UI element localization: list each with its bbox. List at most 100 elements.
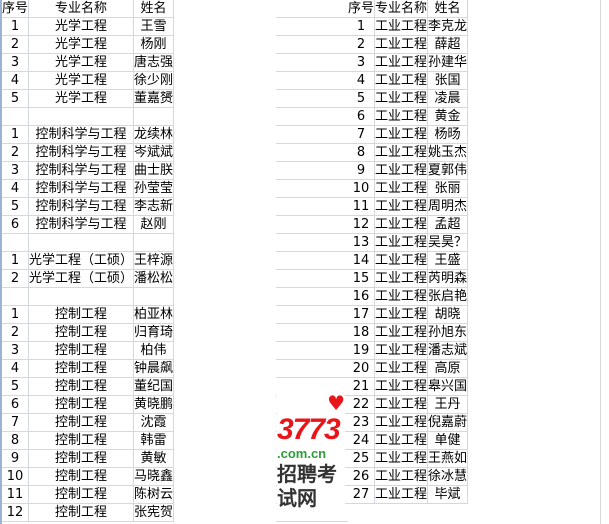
cell-no[interactable]: 10 [2,467,30,486]
cell-major[interactable] [28,107,135,126]
cell-major[interactable]: 工业工程 [374,305,429,324]
cell-major[interactable]: 工业工程 [374,35,429,54]
cell-no[interactable]: 6 [2,215,30,234]
cell-name[interactable]: 皋兴国 [427,377,469,396]
cell-no[interactable]: 1 [2,305,30,324]
cell-name[interactable]: 潘志斌 [427,341,469,360]
cell-major[interactable] [28,233,135,252]
cell-name[interactable]: 周明杰 [427,197,469,216]
cell-name[interactable]: 李克龙 [427,17,469,36]
cell-name[interactable]: 归育琦 [133,323,175,342]
cell-name[interactable]: 毕斌 [427,485,469,504]
cell-no[interactable]: 5 [2,377,30,396]
cell-no[interactable]: 20 [348,359,376,378]
cell-major[interactable]: 工业工程 [374,197,429,216]
header-major[interactable]: 专业名称 [374,0,429,18]
header-no[interactable]: 序号 [2,0,30,18]
cell-no[interactable]: 2 [348,35,376,54]
cell-major[interactable]: 光学工程 [28,89,135,108]
cell-no[interactable]: 11 [2,485,30,504]
cell-name[interactable]: 王梓源 [133,251,175,270]
cell-no[interactable]: 24 [348,431,376,450]
cell-name[interactable]: 龙续林 [133,125,175,144]
cell-no[interactable]: 2 [2,35,30,54]
cell-name[interactable]: 王盛 [427,251,469,270]
cell-name[interactable] [133,107,175,126]
cell-name[interactable]: 薛超 [427,35,469,54]
cell-name[interactable]: 唐志强 [133,53,175,72]
cell-name[interactable]: 王丹 [427,395,469,414]
cell-name[interactable]: 岑斌斌 [133,143,175,162]
cell-no[interactable]: 1 [348,17,376,36]
cell-no[interactable]: 9 [348,161,376,180]
cell-major[interactable]: 控制工程 [28,323,135,342]
cell-major[interactable]: 光学工程（工硕） [28,269,135,288]
cell-no[interactable] [2,233,30,252]
cell-major[interactable]: 工业工程 [374,179,429,198]
cell-no[interactable]: 7 [348,125,376,144]
cell-name[interactable]: 张丽 [427,179,469,198]
cell-name[interactable]: 孙旭东 [427,323,469,342]
cell-name[interactable] [133,233,175,252]
cell-name[interactable]: 黄敏 [133,449,175,468]
cell-major[interactable]: 工业工程 [374,449,429,468]
cell-name[interactable]: 李志新 [133,197,175,216]
cell-no[interactable] [2,287,30,306]
cell-major[interactable]: 控制工程 [28,377,135,396]
cell-no[interactable]: 2 [2,143,30,162]
cell-no[interactable]: 3 [2,341,30,360]
cell-no[interactable]: 3 [348,53,376,72]
cell-name[interactable]: 马晓鑫 [133,467,175,486]
cell-major[interactable]: 控制工程 [28,485,135,504]
cell-name[interactable]: 董纪国 [133,377,175,396]
cell-no[interactable]: 7 [2,413,30,432]
cell-major[interactable]: 工业工程 [374,53,429,72]
cell-no[interactable]: 12 [348,215,376,234]
cell-major[interactable]: 工业工程 [374,269,429,288]
cell-name[interactable]: 孙莹莹 [133,179,175,198]
cell-major[interactable]: 控制科学与工程 [28,215,135,234]
cell-name[interactable]: 柏亚林 [133,305,175,324]
cell-no[interactable]: 5 [2,197,30,216]
cell-no[interactable]: 25 [348,449,376,468]
cell-name[interactable]: 黄金 [427,107,469,126]
cell-name[interactable]: 张启艳 [427,287,469,306]
cell-major[interactable]: 光学工程 [28,71,135,90]
cell-name[interactable]: 孙建华 [427,53,469,72]
cell-no[interactable]: 23 [348,413,376,432]
header-major[interactable]: 专业名称 [28,0,135,18]
cell-no[interactable]: 5 [2,89,30,108]
cell-name[interactable]: 曲士朕 [133,161,175,180]
cell-name[interactable]: 张国 [427,71,469,90]
cell-name[interactable]: 王雪 [133,17,175,36]
cell-name[interactable]: 吴昊？ [427,233,469,252]
cell-major[interactable]: 工业工程 [374,485,429,504]
cell-major[interactable]: 光学工程 [28,35,135,54]
cell-no[interactable]: 17 [348,305,376,324]
cell-no[interactable]: 18 [348,323,376,342]
cell-major[interactable]: 工业工程 [374,467,429,486]
cell-no[interactable]: 22 [348,395,376,414]
cell-no[interactable]: 6 [348,107,376,126]
cell-no[interactable]: 8 [2,431,30,450]
cell-major[interactable]: 控制工程 [28,395,135,414]
cell-no[interactable]: 19 [348,341,376,360]
cell-name[interactable]: 钟晨飙 [133,359,175,378]
cell-name[interactable]: 杨刚 [133,35,175,54]
cell-no[interactable]: 1 [2,251,30,270]
cell-major[interactable]: 控制工程 [28,431,135,450]
cell-major[interactable]: 工业工程 [374,17,429,36]
cell-major[interactable]: 控制科学与工程 [28,143,135,162]
cell-major[interactable]: 控制工程 [28,341,135,360]
cell-major[interactable]: 工业工程 [374,71,429,90]
cell-major[interactable]: 控制科学与工程 [28,179,135,198]
cell-no[interactable]: 5 [348,89,376,108]
cell-no[interactable]: 27 [348,485,376,504]
cell-no[interactable]: 9 [2,449,30,468]
cell-name[interactable] [133,287,175,306]
cell-major[interactable]: 控制科学与工程 [28,197,135,216]
cell-major[interactable]: 工业工程 [374,215,429,234]
cell-major[interactable]: 控制工程 [28,503,135,522]
cell-major[interactable]: 工业工程 [374,143,429,162]
cell-major[interactable]: 工业工程 [374,413,429,432]
